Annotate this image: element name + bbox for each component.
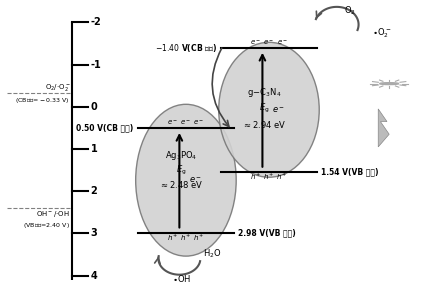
Text: $e^-$: $e^-$ (276, 38, 288, 47)
Text: 4: 4 (91, 271, 97, 280)
Text: $E_{\rm g}$: $E_{\rm g}$ (259, 103, 270, 116)
Text: $h^+$: $h^+$ (250, 172, 262, 182)
Text: $e^-$: $e^-$ (194, 118, 205, 127)
Text: $\rm Ag_3PO_4$: $\rm Ag_3PO_4$ (165, 149, 198, 162)
Text: -2: -2 (91, 18, 101, 27)
Text: 1: 1 (91, 144, 97, 154)
Text: $h^+$: $h^+$ (193, 233, 205, 243)
Text: $\bullet\rm O_2^-$: $\bullet\rm O_2^-$ (372, 26, 391, 40)
Text: 0: 0 (91, 102, 97, 112)
Text: $-1.40$ V(CB 电位): $-1.40$ V(CB 电位) (155, 42, 217, 54)
Text: $\rm O_2$: $\rm O_2$ (344, 4, 356, 17)
Text: $h^+$: $h^+$ (167, 233, 179, 243)
Text: $e^-$: $e^-$ (167, 118, 179, 127)
Polygon shape (378, 109, 389, 147)
Text: $h^+$: $h^+$ (263, 172, 275, 182)
Text: $e^-$: $e^-$ (190, 176, 202, 185)
Text: $e^-$: $e^-$ (272, 105, 285, 114)
Text: $\rm g\!-\!C_3N_4$: $\rm g\!-\!C_3N_4$ (247, 86, 282, 99)
Text: 0.50 V(CB 电位): 0.50 V(CB 电位) (76, 123, 133, 132)
Text: $\approx$2.48 eV: $\approx$2.48 eV (159, 179, 204, 190)
Text: $\approx$2.94 eV: $\approx$2.94 eV (242, 119, 287, 130)
Text: $e^-$: $e^-$ (180, 118, 191, 127)
Ellipse shape (136, 104, 236, 256)
Text: 2.98 V(VB 电位): 2.98 V(VB 电位) (238, 228, 296, 237)
Text: (CB电位$\!=\!-0.33$ V): (CB电位$\!=\!-0.33$ V) (16, 96, 70, 105)
Text: 3: 3 (91, 228, 97, 238)
Text: $h^+$: $h^+$ (180, 233, 192, 243)
Text: $\rm H_2O$: $\rm H_2O$ (203, 247, 222, 260)
Text: $\rm O_2/{\cdot}O_2^-$: $\rm O_2/{\cdot}O_2^-$ (45, 82, 70, 93)
Text: $\rm OH^-/{\cdot}OH$: $\rm OH^-/{\cdot}OH$ (36, 209, 70, 219)
Text: $h^+$: $h^+$ (276, 172, 288, 182)
Text: $\bullet$OH: $\bullet$OH (172, 273, 191, 284)
Text: (VB电位$\!=\!2.40$ V): (VB电位$\!=\!2.40$ V) (23, 221, 70, 230)
Circle shape (380, 83, 399, 85)
Text: $e^-$: $e^-$ (250, 38, 261, 47)
Text: $E_{\rm g}$: $E_{\rm g}$ (176, 164, 187, 178)
Ellipse shape (219, 42, 319, 177)
Text: 2: 2 (91, 186, 97, 196)
Text: 1.54 V(VB 电位): 1.54 V(VB 电位) (322, 167, 379, 176)
Text: -1: -1 (91, 60, 101, 70)
Text: $e^-$: $e^-$ (264, 38, 275, 47)
